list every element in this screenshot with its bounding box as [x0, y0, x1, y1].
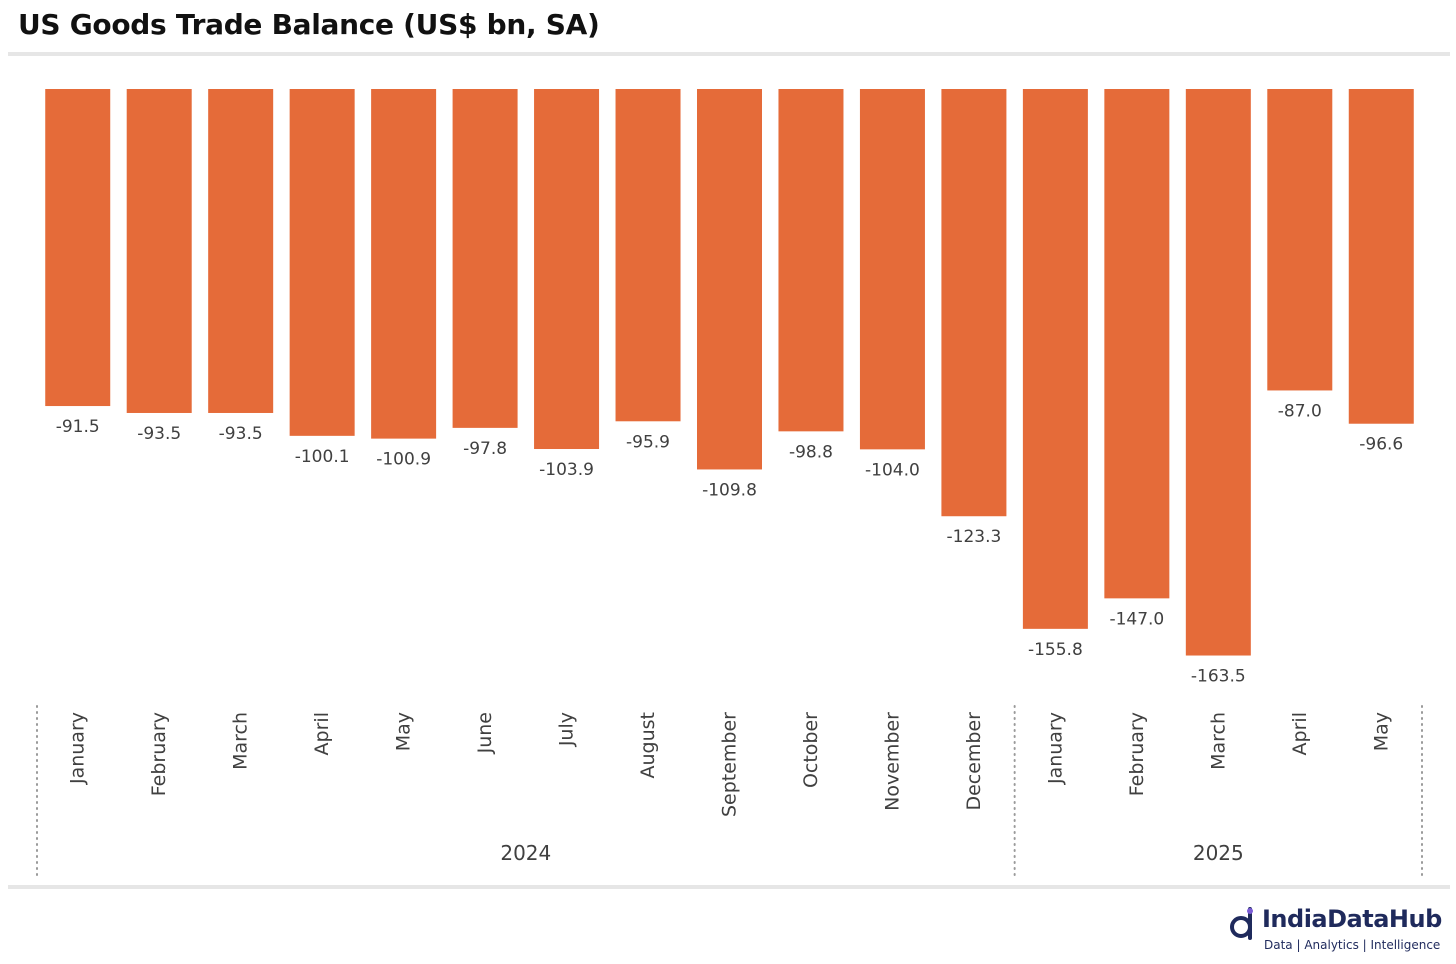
bar	[1022, 89, 1088, 629]
data-label: -109.8	[702, 480, 757, 500]
year-group-label: 2025	[1193, 841, 1244, 865]
bottom-divider	[8, 885, 1450, 889]
category-tick-label: May	[1370, 712, 1392, 751]
data-label: -100.1	[295, 447, 350, 467]
brand-tagline: Data | Analytics | Intelligence	[1264, 938, 1441, 952]
bar	[1348, 89, 1414, 424]
category-tick-label: March	[230, 712, 252, 770]
category-tick-label: February	[1126, 712, 1148, 796]
bar	[615, 89, 681, 422]
bar	[371, 89, 437, 439]
bar	[1185, 89, 1251, 656]
data-label: -163.5	[1191, 667, 1246, 687]
category-tick-label: December	[963, 712, 985, 811]
data-label: -155.8	[1028, 640, 1083, 660]
bar	[1267, 89, 1333, 391]
bar	[941, 89, 1007, 517]
data-label: -123.3	[947, 527, 1002, 547]
category-tick-label: January	[67, 712, 89, 785]
bar	[859, 89, 925, 450]
data-label: -93.5	[219, 424, 263, 444]
top-divider	[8, 52, 1450, 56]
category-tick-label: April	[311, 712, 333, 755]
category-tick-label: August	[637, 712, 659, 779]
data-label: -96.6	[1359, 435, 1403, 455]
category-tick-label: November	[881, 712, 903, 811]
data-label: -147.0	[1109, 609, 1164, 629]
brand-logo: IndiaDataHub Data | Analytics | Intellig…	[1228, 905, 1448, 957]
bar	[126, 89, 192, 413]
chart-title: US Goods Trade Balance (US$ bn, SA)	[18, 8, 600, 41]
brand-logo-icon	[1230, 907, 1253, 940]
year-group-label: 2024	[500, 841, 551, 865]
bar	[1104, 89, 1170, 599]
category-tick-label: April	[1289, 712, 1311, 755]
category-tick-label: February	[148, 712, 170, 796]
data-label: -93.5	[137, 424, 181, 444]
data-label: -98.8	[789, 442, 833, 462]
category-tick-label: May	[393, 712, 415, 751]
data-label: -97.8	[463, 439, 507, 459]
category-tick-label: October	[800, 712, 822, 788]
bar	[45, 89, 111, 407]
category-tick-label: June	[474, 712, 496, 754]
category-tick-label: March	[1207, 712, 1229, 770]
bar	[778, 89, 844, 432]
data-label: -104.0	[865, 460, 920, 480]
brand-name: IndiaDataHub	[1262, 905, 1442, 933]
data-label: -87.0	[1278, 401, 1322, 421]
category-tick-label: July	[556, 712, 578, 747]
bar	[208, 89, 274, 413]
bar	[289, 89, 355, 436]
category-tick-label: January	[1044, 712, 1066, 785]
category-tick-label: September	[719, 712, 741, 817]
bar	[534, 89, 600, 450]
data-label: -91.5	[56, 417, 100, 437]
data-label: -103.9	[539, 460, 594, 480]
bar	[452, 89, 518, 428]
data-label: -100.9	[376, 450, 431, 470]
data-label: -95.9	[626, 432, 670, 452]
bar	[697, 89, 762, 470]
